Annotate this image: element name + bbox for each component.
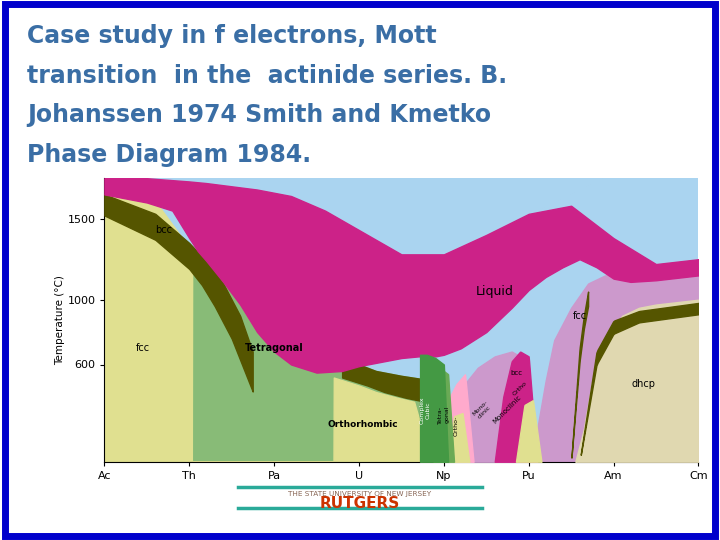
Text: fcc: fcc xyxy=(572,311,587,321)
Text: dhcp: dhcp xyxy=(631,379,655,389)
Text: Phase Diagram 1984.: Phase Diagram 1984. xyxy=(27,143,312,166)
Text: Ortho: Ortho xyxy=(512,381,528,397)
Text: Johanssen 1974 Smith and Kmetko: Johanssen 1974 Smith and Kmetko xyxy=(27,103,492,127)
Text: Monoclinic: Monoclinic xyxy=(492,395,523,425)
Text: Orthorhombic: Orthorhombic xyxy=(328,420,399,429)
Text: fcc: fcc xyxy=(135,343,150,353)
Text: Mono-
clinic: Mono- clinic xyxy=(472,399,492,421)
Text: Ortho-: Ortho- xyxy=(454,416,459,436)
Y-axis label: Temperature (°C): Temperature (°C) xyxy=(55,275,65,365)
Text: transition  in the  actinide series. B.: transition in the actinide series. B. xyxy=(27,64,508,87)
Text: bcc: bcc xyxy=(510,369,522,376)
Text: bcc: bcc xyxy=(156,225,172,235)
Text: RUTGERS: RUTGERS xyxy=(320,496,400,511)
Text: Liquid: Liquid xyxy=(476,285,513,298)
Text: Complex
Cubic: Complex Cubic xyxy=(420,396,431,424)
Text: THE STATE UNIVERSITY OF NEW JERSEY: THE STATE UNIVERSITY OF NEW JERSEY xyxy=(289,491,431,497)
Text: Tetra-
gonal: Tetra- gonal xyxy=(438,406,449,424)
Text: Case study in f electrons, Mott: Case study in f electrons, Mott xyxy=(27,24,437,48)
Text: Tetragonal: Tetragonal xyxy=(245,343,304,353)
